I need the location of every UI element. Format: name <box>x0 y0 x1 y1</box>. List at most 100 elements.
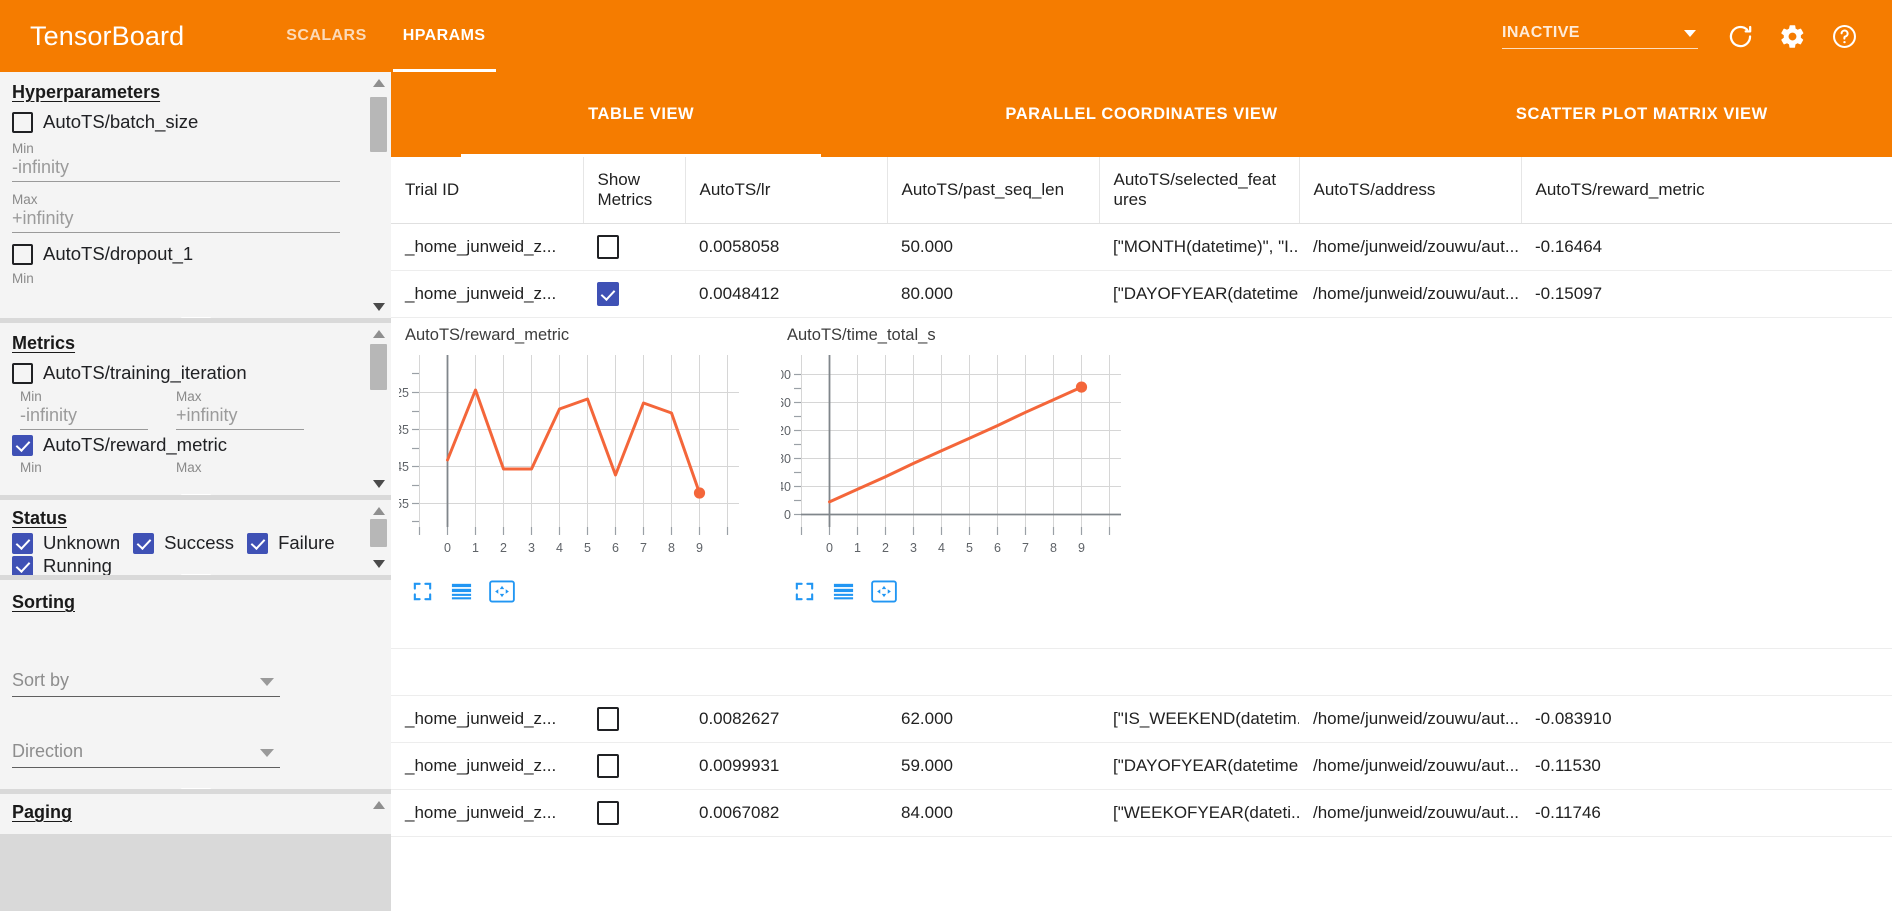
cell-show-metrics[interactable] <box>583 742 685 790</box>
status-checkbox-running[interactable]: Running <box>12 555 340 575</box>
table-row[interactable]: _home_junweid_z... 0.0082627 62.000 ["IS… <box>391 695 1892 743</box>
table-row[interactable]: _home_junweid_z... 0.0067082 84.000 ["WE… <box>391 789 1892 837</box>
data-table-icon[interactable] <box>450 580 473 603</box>
paging-scrollbar[interactable] <box>370 798 387 830</box>
tab-table-view[interactable]: TABLE VIEW <box>391 72 891 157</box>
min-label: Min <box>12 141 34 156</box>
chart-reward-metric-endpoint <box>693 486 706 499</box>
scroll-up-arrow-icon[interactable] <box>372 330 385 338</box>
scroll-up-arrow-icon[interactable] <box>372 507 385 515</box>
chart-time-total-s-endpoint <box>1075 381 1088 393</box>
cell-trial-id: _home_junweid_z... <box>391 695 583 743</box>
tab-scatter-plot-matrix-view[interactable]: SCATTER PLOT MATRIX VIEW <box>1392 72 1892 157</box>
max-input[interactable]: +infinity <box>176 405 304 430</box>
column-header-past-seq-len[interactable]: AutoTS/past_seq_len <box>887 157 1100 224</box>
hparam-batch-size-min-field[interactable]: Min -infinity <box>12 141 340 182</box>
nav-item-hparams[interactable]: HPARAMS <box>385 0 504 72</box>
checkbox-icon <box>12 532 33 554</box>
show-metrics-checkbox[interactable] <box>597 800 619 825</box>
panel-resize-grabber[interactable] <box>180 494 211 495</box>
scroll-thumb[interactable] <box>370 519 387 547</box>
hyperparameters-scrollbar[interactable] <box>370 76 387 314</box>
direction-select[interactable]: Direction <box>12 741 280 768</box>
cell-show-metrics[interactable] <box>583 789 685 837</box>
show-metrics-checkbox[interactable] <box>597 234 619 259</box>
cell-trial-id: _home_junweid_z... <box>391 789 583 837</box>
scroll-track[interactable] <box>370 87 387 303</box>
table-row[interactable]: _home_junweid_z... 0.0058058 50.000 ["MO… <box>391 223 1892 271</box>
chart-time-total-s-tools <box>793 580 1153 603</box>
scroll-thumb[interactable] <box>370 344 387 390</box>
chart-time-total-s-plot[interactable]: 200 160 120 80 40 0 0 <box>770 349 1153 574</box>
metric-checkbox-reward-metric[interactable]: AutoTS/reward_metric <box>12 434 340 456</box>
table-row[interactable]: _home_junweid_z... 0.0048412 80.000 ["DA… <box>391 270 1892 318</box>
panel-resize-grabber[interactable] <box>180 574 211 575</box>
scroll-down-arrow-icon[interactable] <box>372 303 385 311</box>
column-header-address[interactable]: AutoTS/address <box>1299 157 1522 224</box>
hparam-checkbox-dropout-1[interactable]: AutoTS/dropout_1 <box>12 243 340 265</box>
tab-parallel-coordinates-view[interactable]: PARALLEL COORDINATES VIEW <box>891 72 1391 157</box>
cell-reward-metric: -0.083910 <box>1521 695 1892 743</box>
fullscreen-icon[interactable] <box>411 580 434 603</box>
cell-lr: 0.0067082 <box>685 789 887 837</box>
sort-by-select[interactable]: Sort by <box>12 670 280 697</box>
scroll-track[interactable] <box>370 515 387 560</box>
metric-training-iteration-max-field[interactable]: Max +infinity <box>176 389 304 430</box>
status-checkbox-failure[interactable]: Failure <box>247 532 335 554</box>
min-input[interactable]: -infinity <box>12 157 340 182</box>
panel-resize-grabber[interactable] <box>180 317 211 318</box>
scroll-up-arrow-icon[interactable] <box>372 79 385 87</box>
scroll-down-arrow-icon[interactable] <box>372 480 385 488</box>
column-header-reward-metric[interactable]: AutoTS/reward_metric <box>1521 157 1892 224</box>
metric-checkbox-training-iteration[interactable]: AutoTS/training_iteration <box>12 362 340 384</box>
data-table-icon[interactable] <box>832 580 855 603</box>
column-header-trial-id[interactable]: Trial ID <box>391 157 584 224</box>
cell-lr: 0.0058058 <box>685 223 887 271</box>
cell-trial-id: _home_junweid_z... <box>391 223 583 271</box>
show-metrics-checkbox[interactable] <box>597 281 637 308</box>
max-input[interactable]: +infinity <box>12 208 340 233</box>
help-button[interactable] <box>1818 10 1870 62</box>
nav-item-scalars[interactable]: SCALARS <box>268 0 385 72</box>
table-row[interactable]: _home_junweid_z... 0.0099931 59.000 ["DA… <box>391 742 1892 790</box>
refresh-button[interactable] <box>1714 10 1766 62</box>
cell-selected-features: ["DAYOFYEAR(datetime... <box>1099 742 1299 790</box>
hparam-batch-size-max-field[interactable]: Max +infinity <box>12 192 340 233</box>
min-input[interactable]: -infinity <box>20 405 148 430</box>
metrics-scrollbar[interactable] <box>370 327 387 491</box>
show-metrics-checkbox[interactable] <box>597 753 619 778</box>
hparam-checkbox-batch-size[interactable]: AutoTS/batch_size <box>12 111 340 133</box>
help-icon <box>1831 23 1858 50</box>
scroll-thumb[interactable] <box>370 97 387 152</box>
tab-table-view-label: TABLE VIEW <box>588 105 695 123</box>
status-scrollbar[interactable] <box>370 504 387 571</box>
column-header-lr[interactable]: AutoTS/lr <box>685 157 888 224</box>
fit-domain-icon[interactable] <box>489 580 515 603</box>
column-header-selected-features[interactable]: AutoTS/selected_features <box>1099 157 1300 224</box>
fullscreen-icon[interactable] <box>793 580 816 603</box>
metric-training-iteration-min-field[interactable]: Min -infinity <box>20 389 148 430</box>
fit-domain-icon[interactable] <box>871 580 897 603</box>
checkbox-icon <box>12 111 33 133</box>
cell-show-metrics[interactable] <box>583 695 685 743</box>
scroll-track[interactable] <box>370 338 387 480</box>
scroll-down-arrow-icon[interactable] <box>372 560 385 568</box>
settings-button[interactable] <box>1766 10 1818 62</box>
cell-show-metrics[interactable] <box>583 223 685 271</box>
run-selector-dropdown[interactable]: INACTIVE <box>1502 24 1698 49</box>
status-checkbox-unknown[interactable]: Unknown <box>12 532 120 554</box>
chevron-down-icon <box>260 749 274 757</box>
scroll-up-arrow-icon[interactable] <box>372 801 385 809</box>
column-header-show-metrics[interactable]: Show Metrics <box>583 157 686 224</box>
chart-reward-metric-plot[interactable]: -0.125 -0.135 -0.145 -0.155 0 1 <box>391 349 771 574</box>
hparam-label-dropout-1: AutoTS/dropout_1 <box>43 243 194 264</box>
scroll-track[interactable] <box>370 809 387 830</box>
show-metrics-checkbox[interactable] <box>597 706 619 731</box>
status-checkbox-success[interactable]: Success <box>133 532 234 554</box>
svg-text:7: 7 <box>640 541 647 555</box>
cell-address: /home/junweid/zouwu/aut... <box>1299 789 1521 837</box>
panel-resize-grabber[interactable] <box>180 788 211 789</box>
metric-charts-cell: AutoTS/reward_metric <box>391 317 1892 649</box>
cell-trial-id: _home_junweid_z... <box>391 270 583 318</box>
cell-show-metrics[interactable] <box>583 270 685 318</box>
